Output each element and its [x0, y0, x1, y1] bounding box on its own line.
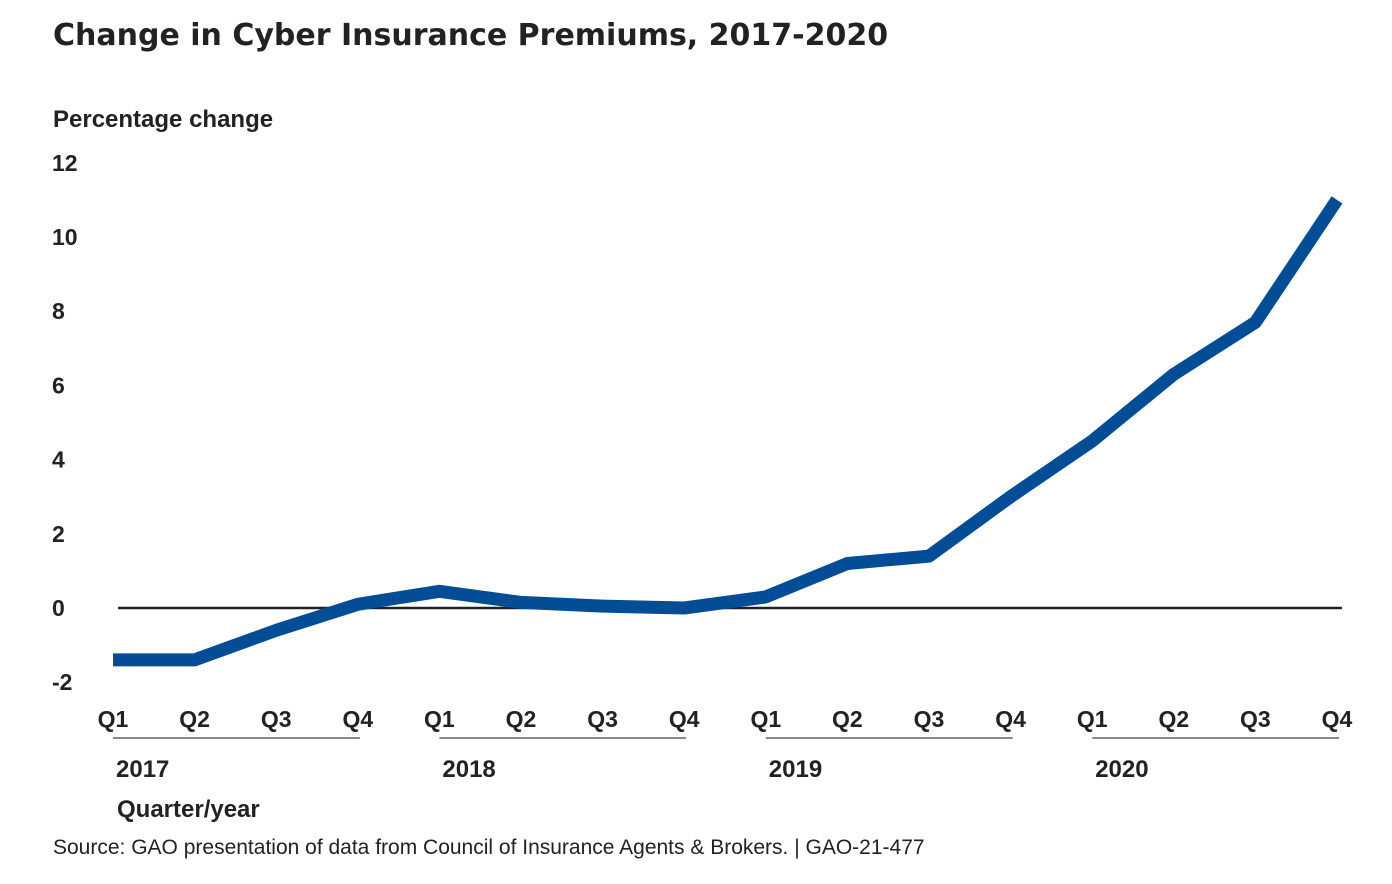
x-tick-label: Q3 [261, 706, 292, 732]
y-tick-label: 4 [52, 447, 65, 473]
year-label: 2017 [116, 756, 169, 783]
year-label: 2018 [442, 756, 495, 783]
y-tick-label: 8 [52, 298, 65, 324]
x-tick-label: Q3 [587, 706, 618, 732]
chart-title: Change in Cyber Insurance Premiums, 2017… [53, 18, 889, 53]
x-tick-label: Q1 [424, 706, 455, 732]
x-tick-label: Q2 [1158, 706, 1189, 732]
x-tick-label: Q2 [832, 706, 863, 732]
y-tick-label: -2 [52, 669, 72, 695]
year-label: 2020 [1095, 756, 1148, 783]
x-tick-label: Q4 [342, 706, 373, 732]
x-tick-label: Q1 [750, 706, 781, 732]
y-tick-label: 6 [52, 372, 65, 398]
source-note: Source: GAO presentation of data from Co… [53, 836, 925, 859]
x-tick-label: Q4 [995, 706, 1026, 732]
y-tick-label: 0 [52, 595, 65, 621]
year-label: 2019 [769, 756, 822, 783]
x-tick-label: Q1 [98, 706, 129, 732]
series-line [113, 196, 1343, 667]
y-tick-label: 10 [52, 224, 78, 250]
x-tick-label: Q2 [506, 706, 537, 732]
x-tick-label: Q3 [1240, 706, 1271, 732]
x-tick-label: Q2 [179, 706, 210, 732]
y-axis-label: Percentage change [53, 106, 274, 133]
x-tick-label: Q1 [1077, 706, 1108, 732]
x-tick-label: Q4 [1322, 706, 1353, 732]
x-tick-label: Q4 [669, 706, 700, 732]
x-axis-label: Quarter/year [117, 796, 260, 823]
y-tick-label: 12 [52, 150, 78, 176]
x-tick-label: Q3 [914, 706, 945, 732]
y-tick-label: 2 [52, 521, 65, 547]
